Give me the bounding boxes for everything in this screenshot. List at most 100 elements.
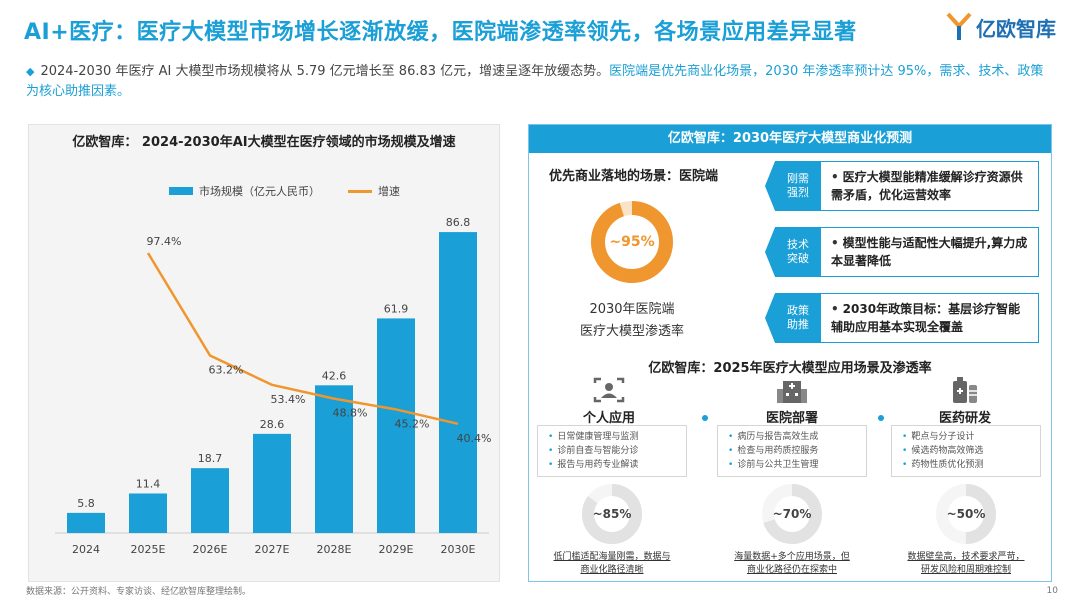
- scene-items-personal: • 日常健康管理与监测 • 诊前自查与智能分诊 • 报告与用药专业解读: [537, 425, 687, 477]
- scene-donut-hospital: [762, 484, 822, 544]
- bar: [67, 512, 105, 533]
- logo-text: 亿欧智库: [976, 16, 1056, 41]
- bar: [191, 468, 229, 533]
- scene-name-personal: 个人应用: [582, 411, 635, 426]
- chart-legend: 市场规模（亿元人民币） 增速: [169, 183, 400, 199]
- bar: [377, 318, 415, 533]
- page-title: AI+医疗：医疗大模型市场增长逐渐放缓，医院端渗透率领先，各场景应用差异显著: [24, 20, 857, 45]
- bar-value-label: 18.7: [198, 452, 223, 465]
- caption-line-1: 2030年医院端: [589, 302, 675, 317]
- scene-name-pharma: 医药研发: [938, 411, 991, 426]
- list-item: • 靶点与分子设计: [902, 432, 975, 442]
- driver-technology: 技术 突破 • 模型性能与适配性大幅提升,算力成本显著降低: [765, 227, 1039, 277]
- donut-fill: [762, 484, 822, 544]
- x-tick-label: 2025E: [131, 543, 166, 556]
- hospital-penetration-donut: ~95%: [587, 197, 677, 287]
- hospital-donut-caption: 2030年医院端 医疗大模型渗透率: [567, 299, 697, 343]
- scene-items-pharma: • 靶点与分子设计 • 候选药物高效筛选 • 药物性质优化预测: [891, 425, 1041, 477]
- donut-fill: [582, 484, 642, 544]
- growth-rate-label: 40.4%: [457, 432, 492, 445]
- growth-line: [146, 252, 459, 426]
- scene-note-personal: 低门槛适配海量刚需，数据与 商业化路径清晰: [553, 552, 671, 575]
- bar-value-label: 42.6: [322, 369, 347, 382]
- hospital-penetration-value: ~95%: [609, 234, 655, 250]
- bar-value-label: 86.8: [446, 216, 471, 229]
- commercialization-panel: 亿欧智库：2030年医疗大模型商业化预测 优先商业落地的场景：医院端 ~95% …: [528, 124, 1052, 582]
- logo: 亿欧智库: [946, 12, 1056, 42]
- page-number: 10: [1046, 586, 1058, 596]
- scene-name-hospital: 医院部署: [765, 411, 818, 426]
- growth-rate-label: 53.4%: [271, 393, 306, 406]
- hospital-building-icon: [777, 381, 807, 403]
- scenes-title: 亿欧智库：2025年医疗大模型应用场景及渗透率: [648, 361, 932, 376]
- caption-line-2: 医疗大模型渗透率: [579, 324, 684, 339]
- growth-rate-label: 97.4%: [147, 235, 182, 248]
- donut-fill: [936, 484, 996, 544]
- x-tick-label: 2024: [72, 543, 100, 556]
- medicine-research-icon: [953, 377, 977, 403]
- driver-demand: 刚需 强烈 • 医疗大模型能精准缓解诊疗资源供需矛盾，优化运营效率: [765, 161, 1039, 211]
- x-tick-label: 2028E: [317, 543, 352, 556]
- intro-plain: 2024-2030 年医疗 AI 大模型市场规模将从 5.79 亿元增长至 86…: [40, 64, 610, 79]
- logo-icon: [946, 12, 972, 40]
- legend-item-market-size: 市场规模（亿元人民币）: [169, 183, 320, 199]
- scene-donut-pharma: [936, 484, 996, 544]
- bar: [253, 433, 291, 533]
- scene-pct-personal: ~85%: [592, 507, 632, 521]
- chart-canvas: 5.8 2024 11.4 2025E 18.7 2026E 28.6 2027E 42.6 20…: [55, 216, 492, 556]
- scene-note-pharma: 数据壁垒高，技术要求严苛， 研发风险和周期难控制: [907, 552, 1025, 575]
- commercialization-header: 亿欧智库：2030年医疗大模型商业化预测: [529, 125, 1051, 153]
- driver-text-demand: • 医疗大模型能精准缓解诊疗资源供需矛盾，优化运营效率: [821, 161, 1039, 211]
- bar-value-label: 61.9: [384, 302, 409, 315]
- driver-text-policy: • 2030年政策目标：基层诊疗智能辅助应用基本实现全覆盖: [821, 293, 1039, 343]
- scene-donut-personal: [582, 484, 642, 544]
- growth-rate-label: 63.2%: [209, 363, 244, 376]
- legend-bar-swatch: [169, 187, 193, 195]
- market-size-chart-panel: 亿欧智库： 2024-2030年AI大模型在医疗领域的市场规模及增速 市场规模（…: [28, 124, 500, 582]
- legend-line-swatch: [348, 189, 372, 193]
- hospital-donut-svg: [591, 201, 673, 283]
- intro-text: ◆ 2024-2030 年医疗 AI 大模型市场规模将从 5.79 亿元增长至 8…: [26, 62, 1056, 102]
- driver-text-technology: • 模型性能与适配性大幅提升,算力成本显著降低: [821, 227, 1039, 277]
- priority-scenario-label: 优先商业落地的场景：医院端: [549, 169, 719, 184]
- driver-tag-technology: 技术 突破: [765, 227, 821, 277]
- driver-tag-policy: 政策 助推: [765, 293, 821, 343]
- x-tick-label: 2026E: [193, 543, 228, 556]
- bar-value-label: 11.4: [136, 477, 161, 490]
- legend-label-market-size: 市场规模（亿元人民币）: [199, 185, 320, 198]
- scene-divider-dot: [878, 415, 884, 421]
- list-item: • 检查与用药质控服务: [728, 446, 819, 456]
- legend-label-growth: 增速: [378, 185, 400, 198]
- scene-pct-hospital: ~70%: [772, 507, 812, 521]
- bar: [315, 385, 353, 533]
- bar-value-label: 28.6: [260, 418, 285, 431]
- scene-note-hospital: 海量数据+多个应用场景，但 商业化路径仍在探索中: [734, 552, 850, 575]
- data-source: 数据来源：公开资料、专家访谈、经亿欧智库整理绘制。: [26, 587, 252, 597]
- intro-highlight: 医院端是优先商业化场景，2030 年渗透率预计达 95%，需求、技术、政策为核心…: [26, 64, 1044, 99]
- diamond-bullet-icon: ◆: [26, 65, 35, 78]
- x-tick-label: 2027E: [255, 543, 290, 556]
- driver-policy: 政策 助推 • 2030年政策目标：基层诊疗智能辅助应用基本实现全覆盖: [765, 293, 1039, 343]
- legend-item-growth: 增速: [348, 183, 400, 199]
- person-scan-icon: [593, 377, 625, 403]
- bar: [129, 493, 167, 533]
- x-tick-label: 2030E: [441, 543, 476, 556]
- driver-tag-demand: 刚需 强烈: [765, 161, 821, 211]
- list-item: • 候选药物高效筛选: [902, 446, 984, 456]
- x-tick-label: 2029E: [379, 543, 414, 556]
- list-item: • 药物性质优化预测: [902, 460, 984, 470]
- list-item: • 病历与报告高效生成: [728, 432, 819, 442]
- growth-rate-label: 45.2%: [395, 417, 430, 430]
- donut-fill: [591, 201, 673, 283]
- scene-pct-pharma: ~50%: [946, 507, 986, 521]
- list-item: • 诊前自查与智能分诊: [548, 446, 639, 456]
- bar: [439, 232, 477, 533]
- growth-rate-label: 48.8%: [333, 407, 368, 420]
- list-item: • 日常健康管理与监测: [548, 432, 639, 442]
- bar-value-label: 5.8: [77, 497, 95, 510]
- scene-items-hospital: • 病历与报告高效生成 • 检查与用药质控服务 • 诊前与公共卫生管理: [717, 425, 867, 477]
- scene-divider-dot: [702, 415, 708, 421]
- list-item: • 诊前与公共卫生管理: [728, 460, 819, 470]
- chart-title: 亿欧智库： 2024-2030年AI大模型在医疗领域的市场规模及增速: [72, 135, 456, 150]
- list-item: • 报告与用药专业解读: [548, 460, 639, 470]
